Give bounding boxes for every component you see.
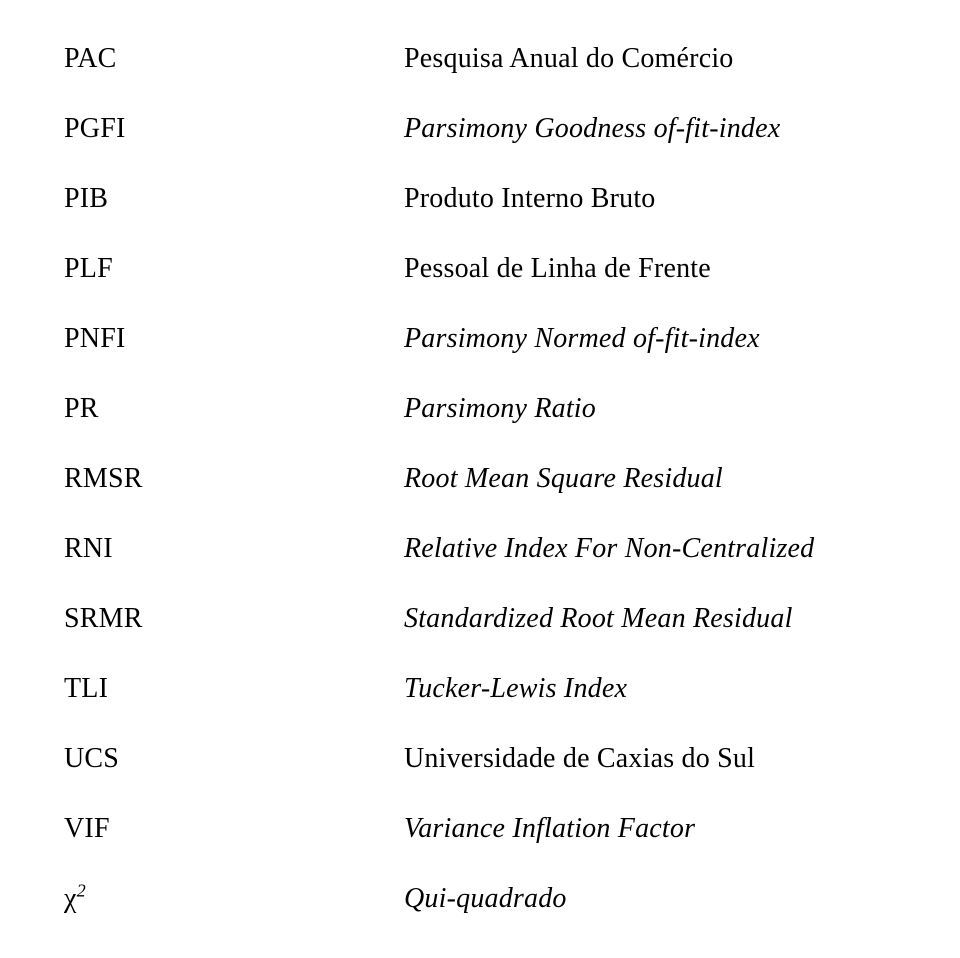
glossary-row: PIB Produto Interno Bruto	[64, 164, 896, 234]
desc-cell: Pessoal de Linha de Frente	[404, 234, 896, 304]
chi-base: χ	[64, 883, 77, 914]
glossary-row: PNFI Parsimony Normed of-fit-index	[64, 304, 896, 374]
glossary-row: TLI Tucker-Lewis Index	[64, 654, 896, 724]
glossary-row: PGFI Parsimony Goodness of-fit-index	[64, 94, 896, 164]
abbr-cell: PLF	[64, 234, 404, 304]
desc-cell: Parsimony Ratio	[404, 374, 896, 444]
abbr-cell: χ2	[64, 864, 404, 934]
abbr-cell: VIF	[64, 794, 404, 864]
abbr-cell: RNI	[64, 514, 404, 584]
desc-cell: Universidade de Caxias do Sul	[404, 724, 896, 794]
glossary-row: VIF Variance Inflation Factor	[64, 794, 896, 864]
abbr-cell: PAC	[64, 24, 404, 94]
abbr-cell: PIB	[64, 164, 404, 234]
glossary-row: RNI Relative Index For Non-Centralized	[64, 514, 896, 584]
glossary-row: χ2 Qui-quadrado	[64, 864, 896, 934]
abbr-cell: SRMR	[64, 584, 404, 654]
glossary-row: PLF Pessoal de Linha de Frente	[64, 234, 896, 304]
glossary-row: RMSR Root Mean Square Residual	[64, 444, 896, 514]
abbr-cell: PGFI	[64, 94, 404, 164]
abbr-cell: TLI	[64, 654, 404, 724]
abbr-cell: UCS	[64, 724, 404, 794]
glossary-row: PAC Pesquisa Anual do Comércio	[64, 24, 896, 94]
desc-cell: Tucker-Lewis Index	[404, 654, 896, 724]
abbr-cell: RMSR	[64, 444, 404, 514]
desc-cell: Relative Index For Non-Centralized	[404, 514, 896, 584]
glossary-page: PAC Pesquisa Anual do Comércio PGFI Pars…	[0, 0, 960, 958]
desc-cell: Parsimony Normed of-fit-index	[404, 304, 896, 374]
chi-superscript: 2	[77, 881, 86, 901]
desc-cell: Variance Inflation Factor	[404, 794, 896, 864]
desc-cell: Standardized Root Mean Residual	[404, 584, 896, 654]
desc-cell: Produto Interno Bruto	[404, 164, 896, 234]
desc-cell: Qui-quadrado	[404, 864, 896, 934]
abbr-cell: PR	[64, 374, 404, 444]
desc-cell: Pesquisa Anual do Comércio	[404, 24, 896, 94]
desc-cell: Root Mean Square Residual	[404, 444, 896, 514]
desc-cell: Parsimony Goodness of-fit-index	[404, 94, 896, 164]
glossary-row: PR Parsimony Ratio	[64, 374, 896, 444]
abbr-cell: PNFI	[64, 304, 404, 374]
glossary-row: SRMR Standardized Root Mean Residual	[64, 584, 896, 654]
glossary-row: UCS Universidade de Caxias do Sul	[64, 724, 896, 794]
